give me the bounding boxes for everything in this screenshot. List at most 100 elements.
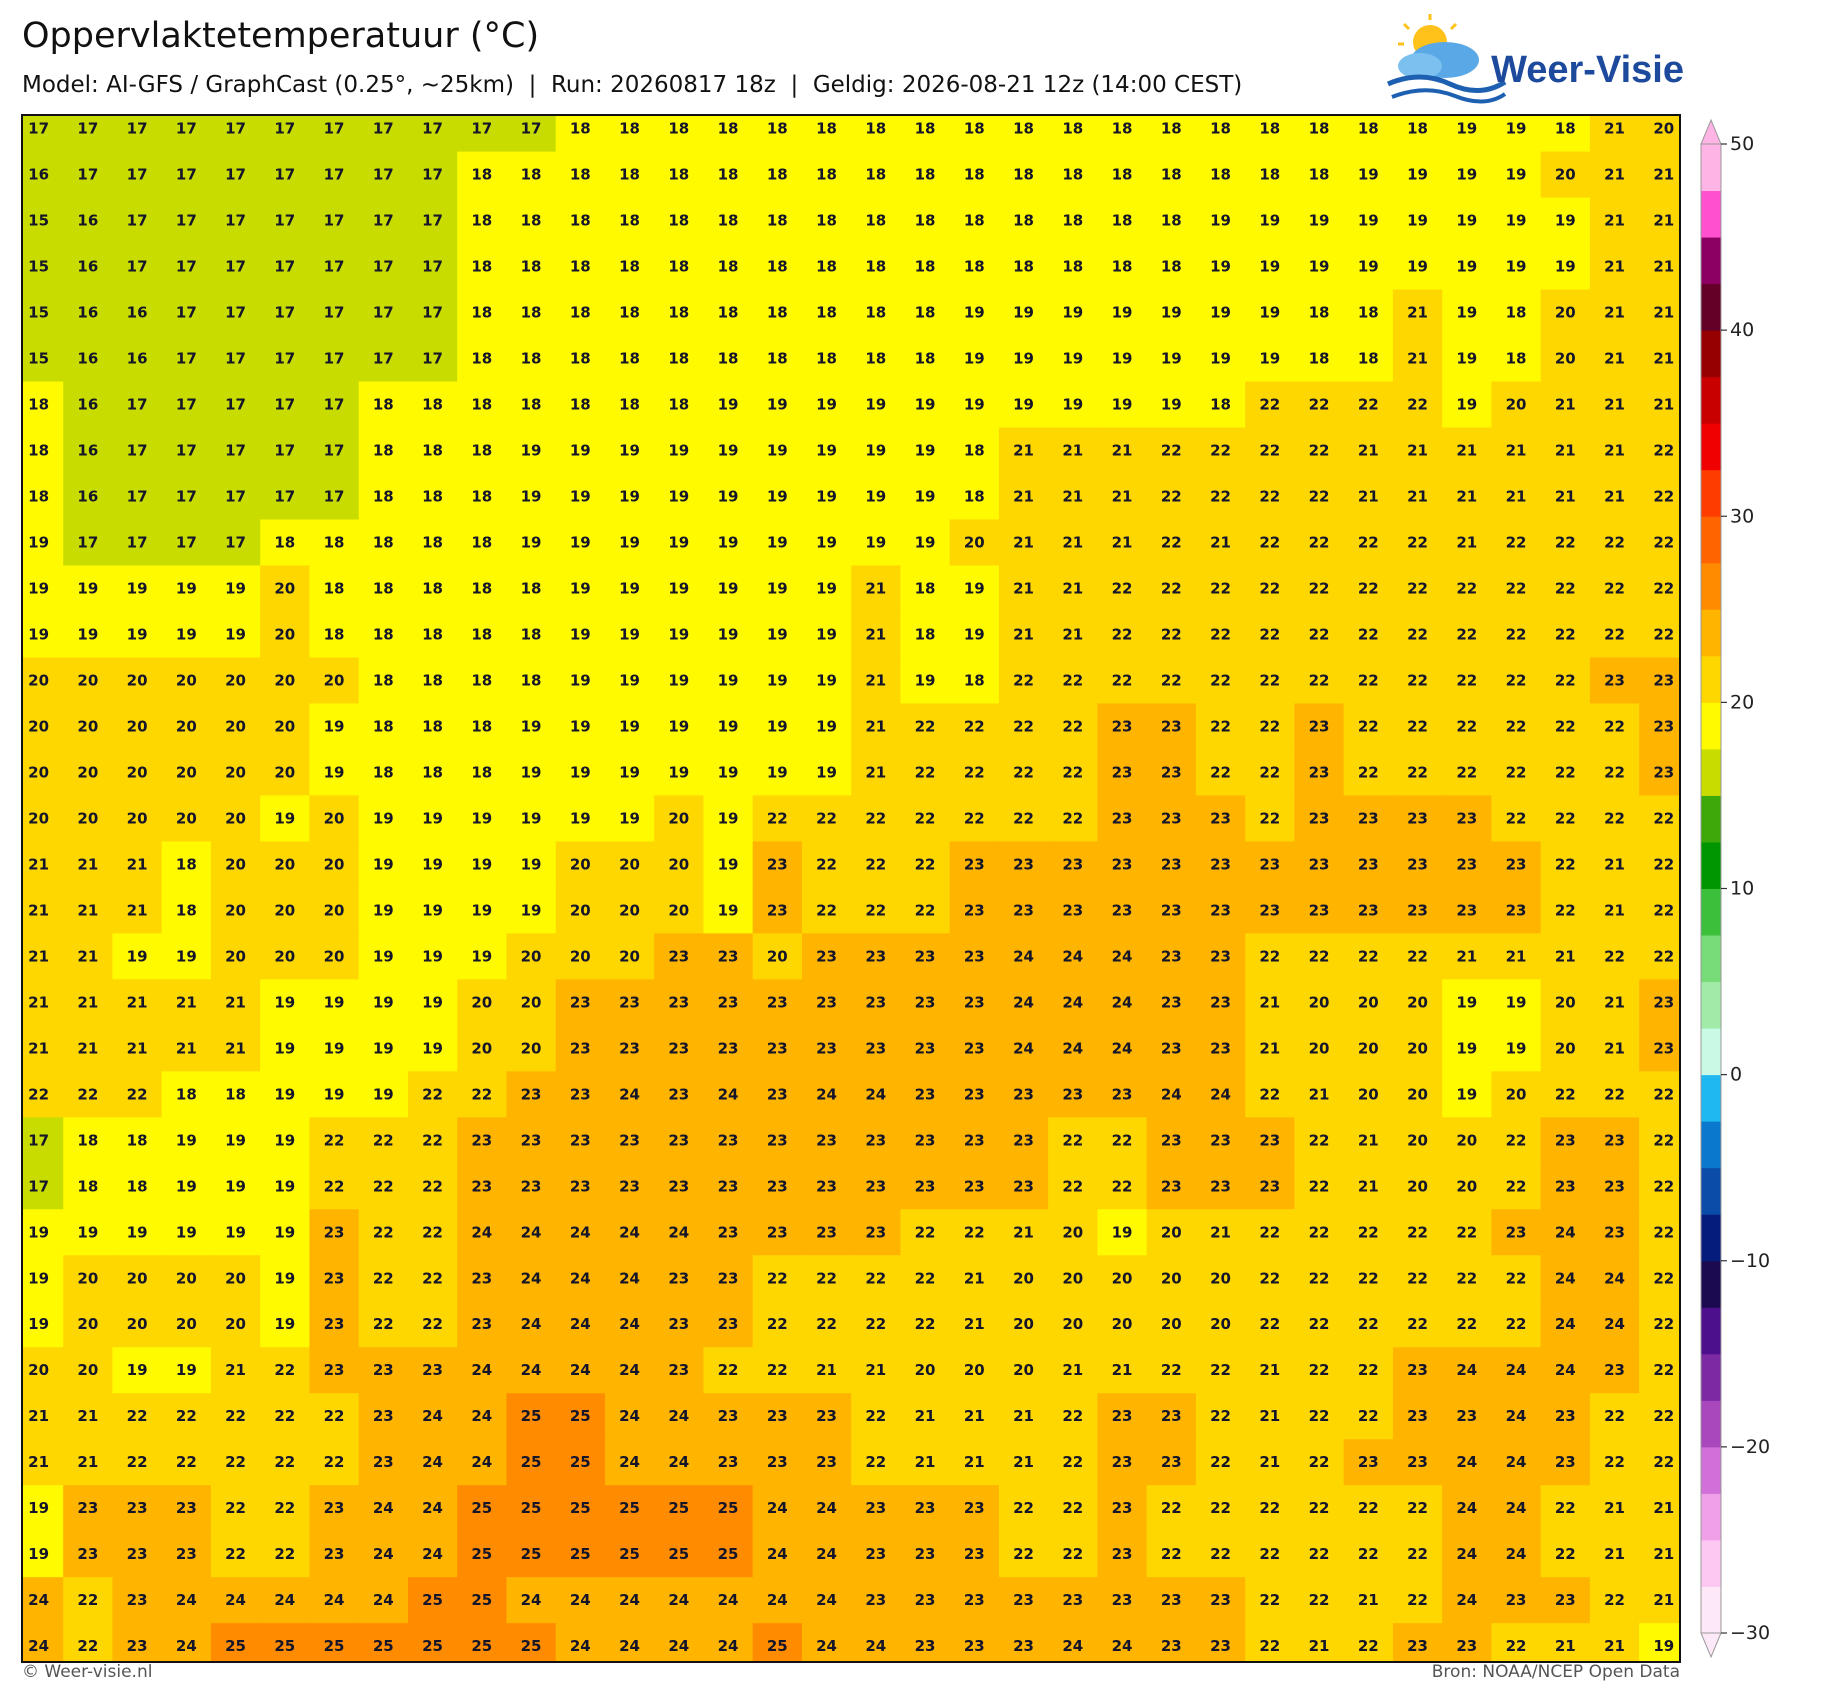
colorbar-band xyxy=(1701,609,1721,657)
temperature-label: 18 xyxy=(77,1131,98,1149)
temperature-label: 22 xyxy=(1358,1223,1379,1241)
temperature-label: 18 xyxy=(718,212,739,230)
temperature-cell xyxy=(1146,381,1197,429)
temperature-label: 22 xyxy=(865,1315,886,1333)
temperature-label: 22 xyxy=(1653,1407,1674,1425)
temperature-label: 22 xyxy=(1013,763,1034,781)
temperature-label: 19 xyxy=(915,396,936,414)
temperature-cell xyxy=(801,381,852,429)
temperature-label: 22 xyxy=(1407,625,1428,643)
temperature-cell xyxy=(1048,197,1099,245)
temperature-label: 18 xyxy=(1358,350,1379,368)
temperature-label: 18 xyxy=(1062,212,1083,230)
temperature-label: 24 xyxy=(521,1315,542,1333)
temperature-label: 21 xyxy=(1112,488,1133,506)
temperature-label: 18 xyxy=(668,258,689,276)
colorbar-tick-label: −30 xyxy=(1730,1622,1770,1644)
temperature-cell xyxy=(63,1163,114,1210)
temperature-label: 18 xyxy=(1309,120,1330,138)
temperature-label: 18 xyxy=(1062,166,1083,184)
temperature-cell xyxy=(358,657,409,705)
temperature-label: 24 xyxy=(570,1223,591,1241)
temperature-label: 23 xyxy=(1062,1591,1083,1609)
temperature-label: 24 xyxy=(1062,1637,1083,1655)
temperature-cell xyxy=(358,151,409,199)
temperature-cell xyxy=(555,473,606,521)
temperature-cell xyxy=(654,519,705,567)
temperature-cell xyxy=(1294,657,1345,705)
temperature-label: 22 xyxy=(1309,1591,1330,1609)
temperature-label: 19 xyxy=(767,533,788,551)
temperature-label: 19 xyxy=(274,1085,295,1103)
colorbar-band xyxy=(1701,748,1721,796)
temperature-label: 22 xyxy=(127,1453,148,1471)
temperature-label: 22 xyxy=(1358,1545,1379,1563)
temperature-label: 17 xyxy=(324,304,345,322)
temperature-label: 20 xyxy=(1456,1177,1477,1195)
temperature-cell xyxy=(1589,289,1640,337)
temperature-label: 19 xyxy=(274,1223,295,1241)
temperature-cell xyxy=(1245,243,1296,291)
temperature-label: 24 xyxy=(422,1499,443,1517)
temperature-cell xyxy=(1491,197,1542,245)
temperature-cell xyxy=(506,243,557,291)
temperature-label: 18 xyxy=(570,212,591,230)
temperature-label: 23 xyxy=(1407,1637,1428,1655)
temperature-label: 24 xyxy=(1062,993,1083,1011)
temperature-cell xyxy=(1097,151,1148,199)
temperature-label: 18 xyxy=(964,671,985,689)
temperature-cell xyxy=(1097,841,1148,888)
temperature-cell xyxy=(752,197,803,245)
temperature-cell xyxy=(112,197,163,245)
temperature-label: 18 xyxy=(718,304,739,322)
temperature-cell xyxy=(63,197,114,245)
temperature-label: 19 xyxy=(521,763,542,781)
temperature-cell xyxy=(1146,427,1197,475)
temperature-label: 19 xyxy=(816,579,837,597)
temperature-label: 20 xyxy=(28,671,49,689)
temperature-cell xyxy=(161,197,212,245)
temperature-cell xyxy=(998,795,1049,842)
colorbar-band xyxy=(1701,283,1721,331)
temperature-label: 22 xyxy=(1555,1499,1576,1517)
temperature-label: 18 xyxy=(865,120,886,138)
temperature-label: 24 xyxy=(28,1591,49,1609)
temperature-cell xyxy=(1392,841,1443,888)
temperature-label: 20 xyxy=(1309,993,1330,1011)
temperature-label: 19 xyxy=(767,488,788,506)
colorbar-band xyxy=(1701,469,1721,517)
temperature-label: 22 xyxy=(1309,1269,1330,1287)
temperature-cell xyxy=(260,887,311,934)
temperature-cell xyxy=(1048,1071,1099,1118)
temperature-label: 18 xyxy=(1309,350,1330,368)
temperature-label: 24 xyxy=(1506,1361,1527,1379)
temperature-label: 23 xyxy=(324,1223,345,1241)
temperature-label: 23 xyxy=(964,1085,985,1103)
temperature-label: 20 xyxy=(1407,1177,1428,1195)
temperature-cell xyxy=(1392,749,1443,797)
temperature-label: 18 xyxy=(718,120,739,138)
temperature-cell xyxy=(309,243,360,291)
temperature-cell xyxy=(998,841,1049,888)
temperature-label: 19 xyxy=(1506,258,1527,276)
temperature-label: 19 xyxy=(570,717,591,735)
temperature-cell xyxy=(161,565,212,613)
temperature-label: 17 xyxy=(274,396,295,414)
temperature-cell xyxy=(1589,1071,1640,1118)
temperature-label: 20 xyxy=(176,763,197,781)
temperature-label: 19 xyxy=(1555,258,1576,276)
temperature-label: 20 xyxy=(1210,1269,1231,1287)
temperature-label: 17 xyxy=(176,488,197,506)
temperature-label: 20 xyxy=(1112,1269,1133,1287)
temperature-label: 19 xyxy=(1161,350,1182,368)
temperature-label: 24 xyxy=(422,1545,443,1563)
temperature-cell xyxy=(112,887,163,934)
temperature-cell xyxy=(654,381,705,429)
temperature-cell xyxy=(1097,381,1148,429)
temperature-label: 23 xyxy=(668,993,689,1011)
temperature-label: 21 xyxy=(1653,1499,1674,1517)
temperature-cell xyxy=(604,749,655,797)
temperature-label: 21 xyxy=(1259,1453,1280,1471)
temperature-label: 23 xyxy=(1259,855,1280,873)
temperature-label: 18 xyxy=(176,855,197,873)
